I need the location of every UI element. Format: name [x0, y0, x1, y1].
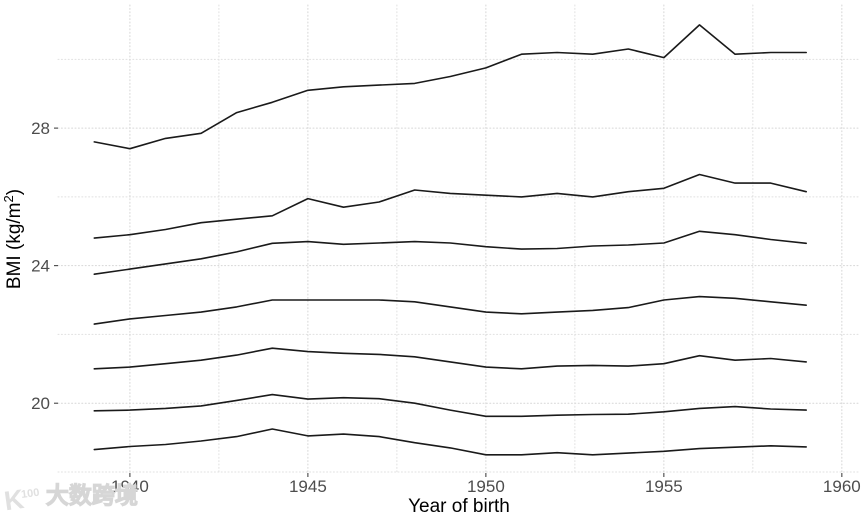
series-line-1-top: [93, 24, 808, 150]
series-line-5: [93, 347, 808, 370]
x-tick-label: 1960: [823, 477, 861, 496]
y-axis-tick-labels: 20 24 28: [31, 119, 50, 413]
x-axis-title: Year of birth: [408, 496, 510, 517]
x-tick-label: 1940: [111, 477, 149, 496]
major-gridlines-group: [57, 4, 861, 474]
y-tick-label: 20: [31, 394, 50, 413]
series-line-7-bottom: [93, 428, 808, 456]
minor-gridlines-group: [57, 4, 861, 474]
x-tick-label: 1955: [645, 477, 683, 496]
y-tick-label: 28: [31, 119, 50, 138]
x-axis-tick-labels: 1940 1945 1950 1955 1960: [111, 477, 861, 496]
axis-ticks-group: [54, 127, 843, 477]
y-axis-title: BMI (kg/m2): [1, 189, 25, 289]
series-line-2: [93, 173, 808, 239]
series-lines-group: [93, 24, 808, 456]
x-tick-label: 1945: [289, 477, 327, 496]
y-tick-label: 24: [31, 257, 50, 276]
series-line-3: [93, 230, 808, 276]
x-tick-label: 1950: [467, 477, 505, 496]
series-line-6: [93, 393, 808, 418]
series-line-4: [93, 295, 808, 325]
